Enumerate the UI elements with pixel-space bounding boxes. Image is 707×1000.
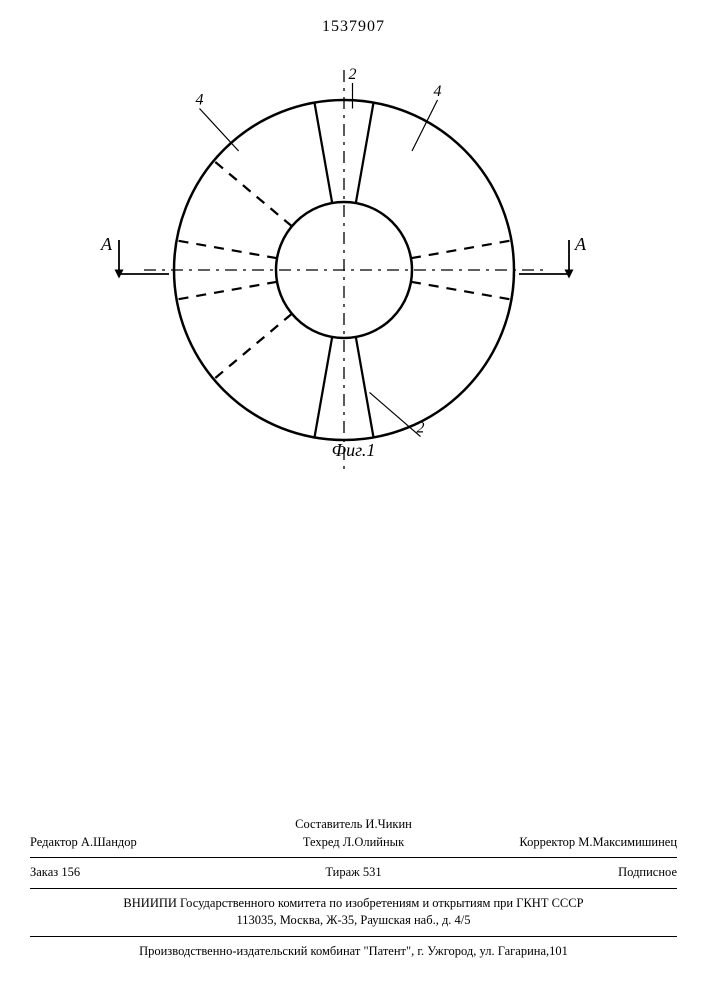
tirazh-value: 531	[363, 865, 382, 879]
order-cell: Заказ 156	[30, 864, 246, 882]
rule-1	[30, 857, 677, 858]
figure-caption: Фиг.1	[0, 440, 707, 461]
figure-svg: А А 4 4 2 2	[84, 60, 624, 480]
page: 1537907 А А 4 4 2 2 Фиг.1 Составитель И.Чикин…	[0, 0, 707, 1000]
svg-text:А: А	[574, 234, 587, 254]
order-label: Заказ	[30, 865, 58, 879]
editor-label: Редактор	[30, 835, 78, 849]
footer-block: Составитель И.Чикин Редактор А.Шандор Те…	[30, 816, 677, 960]
svg-text:2: 2	[416, 420, 424, 437]
podpisnoe-cell: Подписное	[461, 864, 677, 882]
svg-text:А: А	[100, 234, 113, 254]
editor-cell: Редактор А.Шандор	[30, 834, 246, 852]
composer-line: Составитель И.Чикин	[30, 816, 677, 834]
order-row: Заказ 156 Тираж 531 Подписное	[30, 864, 677, 882]
order-value: 156	[61, 865, 80, 879]
tirazh-cell: Тираж 531	[246, 864, 462, 882]
techred-label: Техред	[303, 835, 340, 849]
podpisnoe: Подписное	[618, 865, 677, 879]
corrector-label: Корректор	[519, 835, 575, 849]
figure-1: А А 4 4 2 2	[0, 60, 707, 490]
doc-number: 1537907	[0, 18, 707, 36]
composer-label: Составитель	[295, 817, 362, 831]
corrector-name: М.Максимишинец	[578, 835, 677, 849]
credits-row: Редактор А.Шандор Техред Л.Олийнык Корре…	[30, 834, 677, 852]
vniipi-line2: 113035, Москва, Ж-35, Раушская наб., д. …	[30, 912, 677, 930]
techred-cell: Техред Л.Олийнык	[246, 834, 462, 852]
rule-2	[30, 888, 677, 889]
composer-name: И.Чикин	[365, 817, 411, 831]
svg-text:4: 4	[433, 83, 441, 100]
rule-3	[30, 936, 677, 937]
corrector-cell: Корректор М.Максимишинец	[461, 834, 677, 852]
publisher-line: Производственно-издательский комбинат "П…	[30, 943, 677, 961]
svg-text:4: 4	[195, 92, 203, 109]
tirazh-label: Тираж	[325, 865, 359, 879]
techred-name: Л.Олийнык	[343, 835, 404, 849]
vniipi-line1: ВНИИПИ Государственного комитета по изоб…	[30, 895, 677, 913]
svg-text:2: 2	[348, 66, 356, 83]
editor-name: А.Шандор	[81, 835, 137, 849]
